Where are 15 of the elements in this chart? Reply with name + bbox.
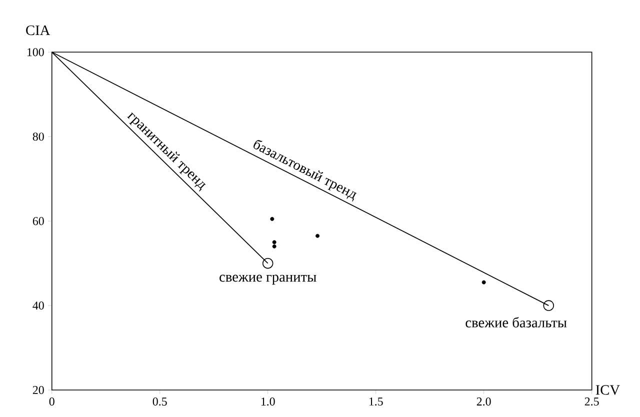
annotation: свежие граниты <box>220 274 316 285</box>
x-tick-label: 1.5 <box>369 398 383 406</box>
x-tick-label: 2.0 <box>476 398 491 406</box>
annotation: свежие базальты <box>466 317 567 328</box>
x-tick-label: 0 <box>49 398 54 406</box>
x-tick-label: 0.5 <box>152 398 167 406</box>
x-tick-label: 1.0 <box>261 398 275 406</box>
y-tick-label: 40 <box>32 302 44 310</box>
y-tick-label: 100 <box>27 48 44 56</box>
y-tick-label: 60 <box>32 217 44 226</box>
y-tick-label: 20 <box>32 386 44 394</box>
x-axis-title: ICV <box>596 385 620 395</box>
y-tick-label: 80 <box>32 132 44 141</box>
y-axis-title: CIA <box>26 26 50 36</box>
x-tick-label: 2.5 <box>584 398 599 406</box>
